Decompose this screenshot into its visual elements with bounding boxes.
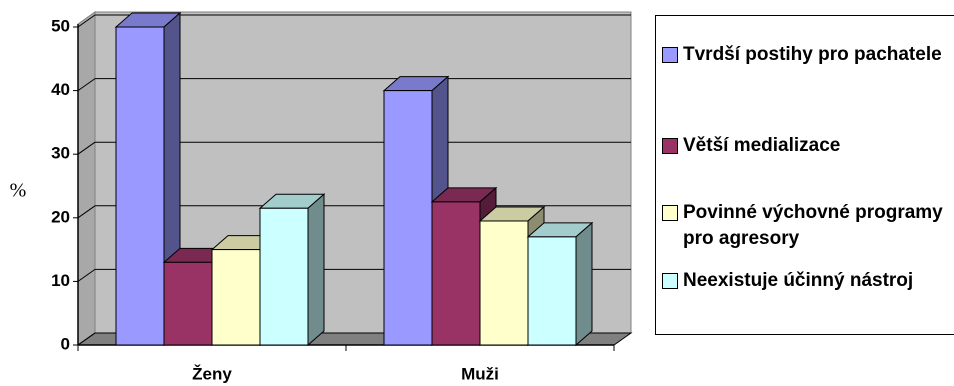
bar (431, 201, 481, 346)
bar (479, 220, 529, 346)
grid-line (77, 268, 96, 282)
grid-line (77, 14, 96, 28)
grid-line (77, 141, 96, 155)
y-tick-label: 50 (51, 16, 70, 35)
legend-label: Tvrdší postihy pro pachatele (683, 44, 942, 65)
bar (383, 90, 433, 346)
bar (211, 249, 261, 346)
grid-line (77, 78, 96, 92)
y-axis-label: % (10, 180, 27, 202)
bar (259, 207, 309, 346)
grid-line (77, 205, 96, 219)
legend-label: Větší medializace (683, 135, 841, 156)
y-tick-label: 40 (51, 80, 70, 99)
legend-swatch (662, 138, 678, 154)
y-tick-label: 20 (51, 207, 70, 226)
x-tick-label: Muži (461, 364, 499, 383)
legend-label: Povinné výchovné programy pro agresory (683, 202, 943, 249)
side-wall (77, 11, 96, 346)
legend: Tvrdší postihy pro pachatele Větší medial… (655, 15, 954, 335)
legend-entry: Tvrdší postihy pro pachatele (662, 42, 954, 68)
bar-side (307, 193, 325, 347)
legend-swatch (662, 47, 678, 63)
bar (527, 236, 577, 346)
legend-entry: Neexistuje účinný nástroj (662, 268, 954, 294)
y-tick-label: 30 (51, 144, 70, 163)
legend-swatch (662, 205, 678, 221)
x-tick-label: Ženy (192, 364, 232, 383)
y-tick-label: 0 (61, 334, 70, 353)
bar (163, 261, 213, 346)
y-tick-label: 10 (51, 271, 70, 290)
legend-entry: Povinné výchovné programy pro agresory (662, 200, 954, 252)
bar-side (575, 221, 593, 347)
legend-entry: Větší medializace (662, 133, 954, 159)
bar (115, 26, 165, 346)
grid-line (77, 332, 96, 346)
legend-label: Neexistuje účinný nástroj (683, 270, 914, 291)
legend-swatch (662, 273, 678, 289)
